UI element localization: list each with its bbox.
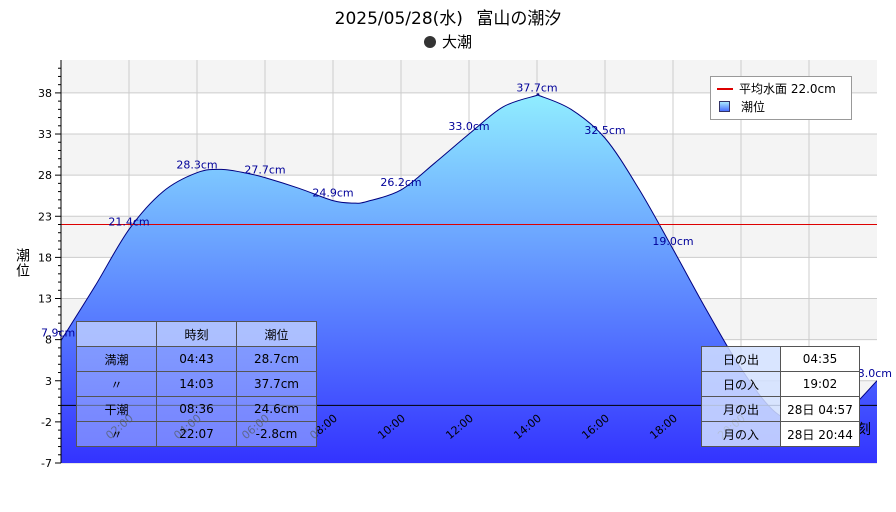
sun-moon-value: 04:35 <box>780 346 860 372</box>
table-row: 〃 14:03 37.7cm <box>76 371 317 397</box>
y-axis-label: 潮位 <box>14 248 30 278</box>
sun-moon-key: 日の出 <box>701 346 781 372</box>
legend: 平均水面 22.0cm 潮位 <box>710 76 852 120</box>
data-label: 27.7cm <box>244 164 285 177</box>
tide-time: 14:03 <box>156 371 237 397</box>
tide-header-level: 潮位 <box>236 321 317 347</box>
sun-moon-table: 日の出 04:35 日の入 19:02 月の出 28日 04:57 月の入 28… <box>701 346 860 447</box>
table-row: 日の出 04:35 <box>701 346 860 372</box>
data-label: 19.0cm <box>652 235 693 248</box>
tide-level: 37.7cm <box>236 371 317 397</box>
point-labels: 7.9cm 21.4cm 28.3cm 27.7cm 24.9cm 26.2cm 33.0c… <box>41 81 892 379</box>
tide-kind: 〃 <box>76 421 157 447</box>
y-tick-label: 3 <box>45 375 52 388</box>
y-tick-label: -2 <box>41 416 52 429</box>
sun-moon-value: 28日 04:57 <box>780 396 860 422</box>
legend-item-series: 潮位 <box>717 98 765 116</box>
title-place: 富山の潮汐 <box>476 9 562 29</box>
table-row: 〃 22:07 -2.8cm <box>76 421 317 447</box>
tide-kind: 満潮 <box>76 346 157 372</box>
data-label: 21.4cm <box>108 215 149 228</box>
table-row: 満潮 04:43 28.7cm <box>76 346 317 372</box>
tide-table-header: 時刻 潮位 <box>76 321 317 347</box>
sun-moon-key: 月の入 <box>701 421 781 447</box>
y-tick-label: -7 <box>41 457 52 470</box>
tide-time: 08:36 <box>156 396 237 422</box>
series-swatch <box>719 101 730 112</box>
data-label: 7.9cm <box>41 326 75 339</box>
y-tick-label: 13 <box>38 293 52 306</box>
tide-header-time: 時刻 <box>156 321 237 347</box>
sun-moon-value: 19:02 <box>780 371 860 397</box>
y-tick-label: 8 <box>45 334 52 347</box>
data-label: 28.3cm <box>176 159 217 172</box>
sun-moon-key: 日の入 <box>701 371 781 397</box>
tide-time: 04:43 <box>156 346 237 372</box>
data-label: 26.2cm <box>380 176 421 189</box>
tide-level: 24.6cm <box>236 396 317 422</box>
tide-time: 22:07 <box>156 421 237 447</box>
y-tick-label: 18 <box>38 251 52 264</box>
tide-level: -2.8cm <box>236 421 317 447</box>
table-row: 月の出 28日 04:57 <box>701 396 860 422</box>
legend-series-label: 潮位 <box>741 100 766 114</box>
y-tick-label: 28 <box>38 169 52 182</box>
tide-header-blank <box>76 321 157 347</box>
title-date: 2025/05/28(水) <box>334 9 463 29</box>
table-row: 月の入 28日 20:44 <box>701 421 860 447</box>
tide-kind: 干潮 <box>76 396 157 422</box>
moon-phase: 大潮 <box>0 31 896 52</box>
chart-title: 2025/05/28(水) 富山の潮汐 <box>0 4 896 29</box>
data-label: 33.0cm <box>448 120 489 133</box>
tide-table: 時刻 潮位 満潮 04:43 28.7cm 〃 14:03 37.7cm 干潮 … <box>76 321 317 447</box>
table-row: 干潮 08:36 24.6cm <box>76 396 317 422</box>
table-row: 日の入 19:02 <box>701 371 860 397</box>
legend-item-mean: 平均水面 22.0cm <box>717 80 836 98</box>
sun-moon-key: 月の出 <box>701 396 781 422</box>
y-tick-label: 38 <box>38 87 52 100</box>
tide-kind: 〃 <box>76 371 157 397</box>
tide-level: 28.7cm <box>236 346 317 372</box>
y-tick-label: 23 <box>38 210 52 223</box>
mean-line-swatch <box>717 88 733 90</box>
legend-mean-label: 平均水面 22.0cm <box>739 82 836 96</box>
data-label: 3.0cm <box>858 367 892 380</box>
sun-moon-value: 28日 20:44 <box>780 421 860 447</box>
moon-phase-icon <box>423 36 436 48</box>
y-tick-label: 33 <box>38 128 52 141</box>
data-label: 32.5cm <box>584 124 625 137</box>
data-label: 24.9cm <box>312 187 353 200</box>
moon-phase-label: 大潮 <box>441 33 472 51</box>
data-label: 37.7cm <box>516 81 557 94</box>
